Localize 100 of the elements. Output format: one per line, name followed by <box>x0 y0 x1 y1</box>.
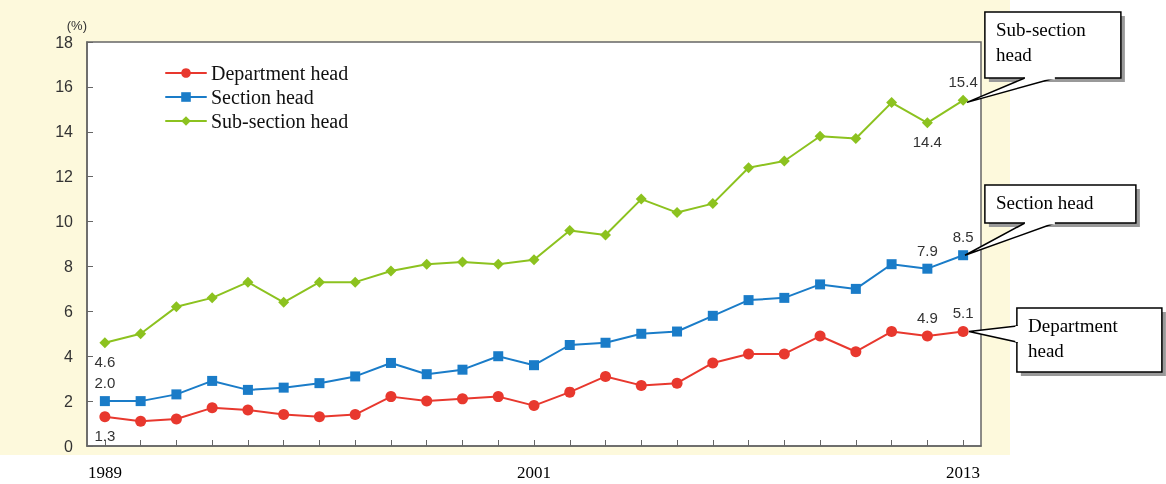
point <box>528 400 540 412</box>
point <box>99 396 110 407</box>
point <box>921 117 933 129</box>
point <box>242 276 254 288</box>
point <box>778 155 790 167</box>
annotation: Department head <box>1027 314 1119 363</box>
data-label: 7.9 <box>916 241 938 259</box>
point <box>921 330 933 342</box>
point <box>850 283 861 294</box>
point <box>957 94 969 106</box>
point <box>635 193 647 205</box>
point <box>493 351 504 362</box>
point <box>456 256 468 268</box>
point <box>886 326 898 338</box>
point <box>421 258 433 270</box>
point <box>206 292 218 304</box>
point <box>600 370 612 382</box>
point <box>600 337 611 348</box>
point <box>528 254 540 266</box>
point <box>635 379 647 391</box>
point <box>171 389 182 400</box>
point <box>135 328 147 340</box>
point <box>207 375 218 386</box>
point <box>421 395 433 407</box>
point <box>886 97 898 109</box>
point <box>278 296 290 308</box>
y-tick-label: 18 <box>55 33 74 51</box>
point <box>314 378 325 389</box>
y-axis-title: (%) <box>66 18 87 33</box>
point <box>313 276 325 288</box>
data-label: 8.5 <box>952 228 974 246</box>
point <box>529 360 539 371</box>
point <box>385 265 397 277</box>
annotation: Section head <box>995 191 1095 215</box>
point <box>170 413 182 425</box>
point <box>707 310 718 321</box>
point <box>850 133 862 145</box>
x-tick-label: 1989 <box>87 463 122 482</box>
annotation: Sub-section head <box>995 18 1087 67</box>
x-tick-label: 2001 <box>517 463 551 482</box>
point <box>170 301 182 313</box>
point <box>492 391 504 403</box>
data-label: 15.4 <box>948 72 978 90</box>
point <box>600 229 612 241</box>
point <box>313 411 325 423</box>
point <box>206 402 218 414</box>
point <box>242 404 254 416</box>
y-tick-label: 0 <box>64 437 74 455</box>
point <box>564 340 575 350</box>
data-label: 4.6 <box>94 353 116 371</box>
point <box>672 326 683 337</box>
point <box>958 250 969 261</box>
point <box>385 357 396 368</box>
y-tick-label: 14 <box>55 123 74 141</box>
point <box>457 364 468 375</box>
point <box>743 162 755 174</box>
point <box>421 369 432 380</box>
point <box>564 225 576 237</box>
point <box>492 258 504 270</box>
y-tick-label: 8 <box>64 257 74 275</box>
point <box>636 328 647 339</box>
point <box>707 198 719 210</box>
y-tick-label: 6 <box>64 302 74 320</box>
point <box>385 391 397 403</box>
point <box>349 409 361 421</box>
point <box>922 263 933 274</box>
y-tick-label: 2 <box>64 392 74 410</box>
point <box>135 415 147 427</box>
data-label: 14.4 <box>912 133 942 151</box>
point <box>814 330 826 342</box>
y-tick-label: 12 <box>55 168 74 186</box>
point <box>850 346 862 358</box>
point <box>350 371 361 382</box>
y-tick-label: 10 <box>55 213 74 231</box>
point <box>135 396 146 407</box>
y-tick-label: 4 <box>64 347 74 365</box>
y-tick-label: 16 <box>55 78 74 96</box>
data-label: 1.3 <box>94 427 116 445</box>
point <box>278 409 290 421</box>
point <box>99 337 111 349</box>
data-label: 5.1 <box>952 304 974 322</box>
point <box>456 393 468 405</box>
data-label: 2.0 <box>94 374 116 392</box>
x-tick-label: 2013 <box>946 463 981 482</box>
point <box>886 259 897 270</box>
point <box>957 326 969 338</box>
point <box>671 207 683 219</box>
point <box>671 377 683 389</box>
data-label: 4.9 <box>916 308 938 326</box>
point <box>707 357 719 369</box>
legend-label: Department head <box>211 62 349 85</box>
point <box>564 386 576 398</box>
point <box>779 292 790 303</box>
point <box>349 276 361 288</box>
point <box>743 348 755 360</box>
point <box>815 279 826 290</box>
legend-label: Section head <box>211 86 314 108</box>
legend-label: Sub-section head <box>211 110 349 132</box>
point <box>99 411 111 423</box>
point <box>743 295 754 306</box>
